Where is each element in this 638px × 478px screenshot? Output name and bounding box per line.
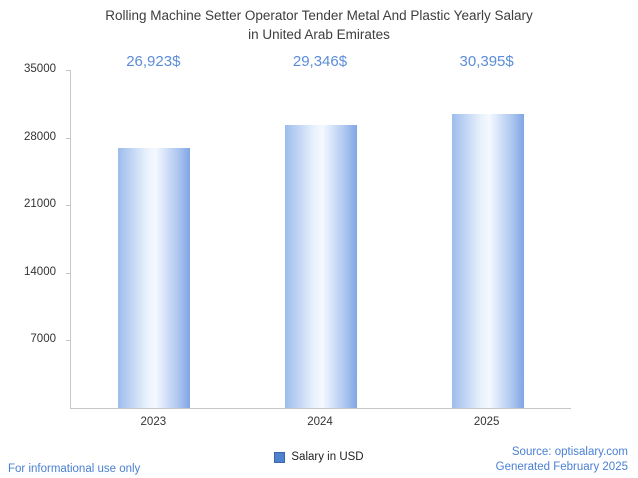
bar-2023 <box>118 148 191 408</box>
y-tick-label-28000: 28000 <box>24 130 56 143</box>
bar-2025 <box>451 114 524 408</box>
y-tick-mark <box>66 272 70 274</box>
chart-title-line2: in United Arab Emirates <box>248 26 390 42</box>
bar-value-labels: 26,923$ 29,346$ 30,395$ <box>70 53 570 70</box>
bar-value-label-2023: 26,923$ <box>126 53 181 70</box>
legend: Salary in USD <box>0 451 638 463</box>
chart-title: Rolling Machine Setter Operator Tender M… <box>0 7 638 45</box>
y-tick-label-35000: 35000 <box>24 63 56 75</box>
y-tick-mark <box>66 340 70 342</box>
x-tick-label-2025: 2025 <box>473 416 500 428</box>
y-tick-label-21000: 21000 <box>24 198 56 211</box>
bar-value-label-2024: 29,346$ <box>292 53 348 70</box>
y-tick-label-14000: 14000 <box>24 265 56 278</box>
footer-source-block: Source: optisalary.com Generated Februar… <box>496 445 628 475</box>
bar-value-label-2025: 30,395$ <box>459 53 514 70</box>
footer-disclaimer: For informational use only <box>8 463 141 475</box>
bar-column-2023 <box>71 70 238 408</box>
legend-label: Salary in USD <box>291 451 364 463</box>
bar-2024 <box>284 124 357 408</box>
footer-source: Source: optisalary.com <box>511 446 628 458</box>
bar-column-2025 <box>404 70 571 408</box>
footer-generated: Generated February 2025 <box>495 461 628 473</box>
x-tick-label-2023: 2023 <box>140 416 167 428</box>
y-tick-mark <box>66 137 70 139</box>
y-axis-labels: 35000 28000 21000 14000 7000 <box>0 63 62 408</box>
x-tick-label-2024: 2024 <box>307 416 333 428</box>
plot-area <box>70 70 571 409</box>
y-tick-mark <box>66 205 70 207</box>
chart-title-line1: Rolling Machine Setter Operator Tender M… <box>105 8 533 23</box>
bars-row <box>71 70 571 408</box>
bar-column-2024 <box>238 70 405 408</box>
legend-swatch-icon <box>274 451 286 463</box>
y-tick-mark <box>66 70 70 71</box>
y-tick-label-7000: 7000 <box>30 333 56 346</box>
x-axis-labels: 2023 2024 2025 <box>70 416 570 428</box>
